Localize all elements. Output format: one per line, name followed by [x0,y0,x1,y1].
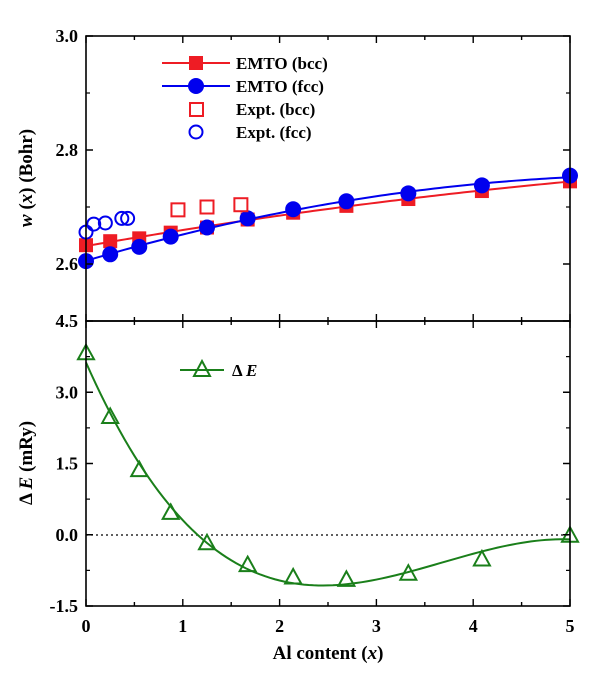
top-y-title-part: x [16,193,37,204]
point-delta-e [398,563,419,581]
top-y-title-part: ) (Bohr) [16,129,37,194]
bottom-data-markers [76,342,580,587]
top-axis-ticks: 2.6 2.8 3.0 [56,26,571,321]
top-y-title-part: ( [16,203,37,214]
point-delta-e [100,406,120,424]
x-title-part: x [367,643,378,664]
legend-entry-expt-fcc: Expt. (fcc) [188,123,312,142]
legend-entry-expt-bcc: Expt. (bcc) [189,100,315,119]
point-emto-fcc [338,193,355,210]
bottom-x-tick-label: 2 [275,616,284,636]
point-delta-e [129,459,149,478]
legend-label-part: E [245,361,257,380]
point-delta-e [283,566,303,585]
bottom-panel: -1.5 0.0 1.5 3.0 4.5 0 1 2 3 4 5 Δ E (mRy) Al cont… [16,311,580,664]
point-expt-bcc [233,197,249,213]
point-delta-e [472,548,492,567]
bottom-y-tick-label: 0.0 [56,525,79,545]
bottom-y-title-part: E [16,477,37,491]
point-emto-fcc [102,246,119,263]
bottom-axis-ticks: -1.5 0.0 1.5 3.0 4.5 0 1 2 3 4 5 [50,311,575,636]
point-expt-fcc [86,216,102,232]
bottom-y-tick-label: -1.5 [50,596,79,616]
point-emto-fcc [131,238,148,255]
bottom-y-axis-title: Δ E (mRy) [16,421,37,505]
point-expt-bcc [170,202,186,218]
legend-marker-expt-bcc [189,102,204,117]
point-delta-e [336,569,357,587]
bottom-y-tick-label: 1.5 [56,454,79,474]
legend-marker-delta-e [192,358,212,377]
bottom-fit-curve [85,362,571,587]
point-expt-bcc [199,199,215,215]
point-emto-bcc [103,234,118,249]
point-emto-fcc [199,219,215,236]
top-y-title-part: w [16,214,37,227]
legend-label-emto-fcc: EMTO (fcc) [236,77,324,96]
point-delta-e [197,532,217,551]
point-emto-fcc [285,201,302,218]
bottom-x-tick-label: 4 [469,616,478,636]
bottom-y-tick-label: 3.0 [56,382,79,402]
top-y-tick-label: 3.0 [56,26,79,46]
legend-label-emto-bcc: EMTO (bcc) [236,54,328,73]
bottom-y-tick-label: 4.5 [56,311,79,331]
bottom-y-title-part: Δ [16,489,37,505]
x-title-part: Al content ( [273,643,368,664]
point-expt-fcc [120,210,136,226]
x-axis-title: Al content (x) [273,643,384,664]
top-panel: 2.6 2.8 3.0 w (x) (Bohr) EMTO (bcc) EMTO (… [16,26,578,322]
point-delta-e [161,502,181,520]
bottom-x-tick-label: 5 [566,616,575,636]
bottom-x-tick-label: 0 [82,616,91,636]
legend-label-expt-bcc: Expt. (bcc) [236,100,315,119]
legend-label-part: Δ [232,361,246,380]
point-emto-fcc [162,228,179,245]
legend-label-expt-fcc: Expt. (fcc) [236,123,312,142]
fit-curve-delta-e [85,362,571,587]
top-y-tick-label: 2.8 [56,140,79,160]
top-y-tick-label: 2.6 [56,254,79,274]
point-emto-fcc [400,185,417,202]
point-expt-fcc [114,210,130,226]
bottom-x-tick-label: 3 [372,616,381,636]
bottom-legend: Δ E [180,358,257,380]
legend-marker-emto-fcc [188,78,204,94]
legend-marker-expt-fcc [188,124,204,140]
top-y-axis-title: w (x) (Bohr) [16,129,37,227]
point-emto-fcc [473,177,490,194]
legend-label-delta-e: Δ E [232,361,257,380]
top-legend: EMTO (bcc) EMTO (fcc) Expt. (bcc) Expt. … [162,54,328,142]
point-delta-e [237,554,258,573]
legend-entry-emto-fcc: EMTO (fcc) [162,77,324,96]
point-emto-fcc [239,210,256,227]
point-expt-fcc [97,215,113,231]
bottom-x-tick-label: 1 [178,616,187,636]
x-title-part: ) [377,643,383,664]
bottom-y-title-part: (mRy) [16,421,37,477]
legend-entry-emto-bcc: EMTO (bcc) [162,54,328,73]
legend-marker-emto-bcc [189,56,203,70]
